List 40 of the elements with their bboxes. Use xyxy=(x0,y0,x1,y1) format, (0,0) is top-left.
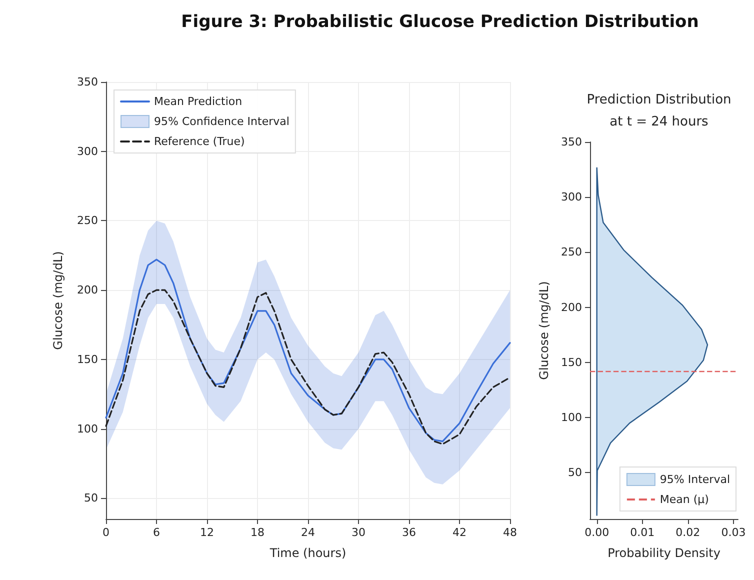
y-axis-title: Glucose (mg/dL) xyxy=(537,281,552,380)
y-tick-label: 150 xyxy=(77,352,98,366)
legend-label: Mean (μ) xyxy=(660,493,709,506)
x-tick-label: 0 xyxy=(102,526,110,539)
y-tick-label: 50 xyxy=(568,466,582,480)
y-tick-label: 300 xyxy=(561,190,582,204)
y-tick-label: 350 xyxy=(77,76,98,88)
y-tick-label: 50 xyxy=(84,492,98,505)
y-tick-label: 250 xyxy=(77,214,98,228)
line-series xyxy=(105,258,511,442)
x-tick-label: 42 xyxy=(452,526,466,539)
y-tick-label: 250 xyxy=(561,246,582,259)
y-tick-label: 350 xyxy=(561,136,582,148)
x-tick-label: 30 xyxy=(352,526,366,539)
y-tick-label: 100 xyxy=(561,411,582,424)
x-tick-label: 36 xyxy=(402,526,416,539)
x-tick-label: 0.03 xyxy=(721,526,746,539)
legend-label: 95% Interval xyxy=(660,473,730,486)
line-series xyxy=(105,289,511,445)
x-tick-label: 48 xyxy=(503,526,517,539)
annotation: 95% Confidence Interval xyxy=(154,115,290,128)
x-axis-title: Time (hours) xyxy=(268,546,346,560)
x-tick-label: 18 xyxy=(250,526,264,539)
x-tick-label: 0.00 xyxy=(584,526,610,539)
legend-label: Reference (True) xyxy=(154,135,245,148)
chart-title: Prediction Distribution at t = 24 hours xyxy=(586,92,732,130)
x-tick-label: 6 xyxy=(153,526,160,539)
y-tick-label: 200 xyxy=(77,284,98,297)
y-tick-label: 200 xyxy=(561,300,582,314)
x-tick-label: 0.02 xyxy=(676,526,700,539)
y-tick-label: 300 xyxy=(77,144,98,158)
x-tick-label: 12 xyxy=(200,526,214,539)
x-axis-title: Probability Density xyxy=(608,546,720,560)
y-axis-title: Glucose (mg/dL) xyxy=(51,251,65,350)
x-tick-label: 24 xyxy=(301,526,315,539)
legend-label: Mean Prediction xyxy=(154,95,242,108)
chart-title: Figure 3: Probabilistic Glucose Prediction Distribution xyxy=(180,12,700,32)
x-tick-label: 0.01 xyxy=(630,526,655,539)
y-tick-label: 100 xyxy=(77,422,98,436)
y-tick-label: 150 xyxy=(561,356,582,369)
